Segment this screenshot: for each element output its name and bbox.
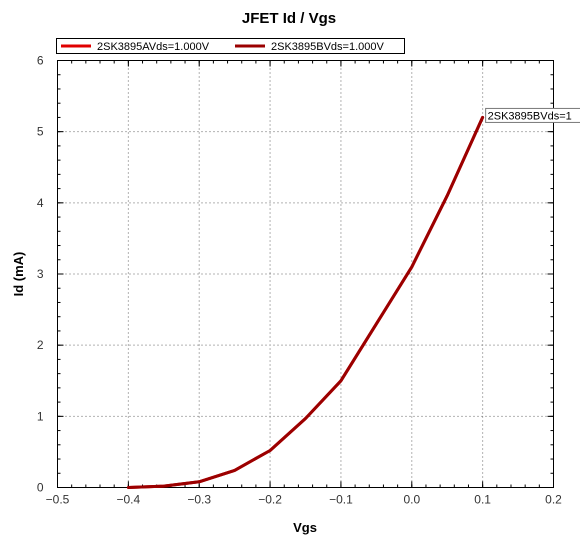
y-tick-label: 2 <box>37 338 44 352</box>
x-tick-label: 0.2 <box>545 493 562 507</box>
x-tick-label: 0.1 <box>474 493 491 507</box>
y-axis-title: Id (mA) <box>11 252 26 297</box>
tooltip-box <box>485 107 580 123</box>
y-tick-label: 1 <box>37 409 44 423</box>
axis-ticks: −0.5 −0.4 −0.3 −0.2 −0.1 0.0 0.1 0.2 0 1 2 3 4 5 6 <box>37 54 562 507</box>
series-line-2 <box>126 115 485 489</box>
y-tick-label: 6 <box>37 54 44 68</box>
series-layer <box>126 115 485 489</box>
data-tooltip: 2SK3895BVds=1 <box>485 107 580 123</box>
y-tick-label: 3 <box>37 267 44 281</box>
legend-box <box>56 38 405 54</box>
x-tick-label: −0.4 <box>117 493 141 507</box>
chart-title: JFET Id / Vgs <box>242 10 336 27</box>
x-tick-label: −0.5 <box>46 493 70 507</box>
legend-label-2: 2SK3895BVds=1.000V <box>271 41 385 53</box>
legend-label-1: 2SK3895AVds=1.000V <box>97 41 210 53</box>
x-tick-label: −0.3 <box>187 493 211 507</box>
x-tick-label: 0.0 <box>403 493 420 507</box>
x-tick-label: −0.2 <box>258 493 282 507</box>
x-tick-label: −0.1 <box>329 493 353 507</box>
y-tick-label: 5 <box>37 125 44 139</box>
x-axis-title: Vgs <box>293 520 317 535</box>
y-tick-label: 4 <box>37 196 44 210</box>
legend: 2SK3895AVds=1.000V 2SK3895BVds=1.000V <box>56 38 405 54</box>
tooltip-text: 2SK3895BVds=1 <box>488 110 572 122</box>
y-tick-label: 0 <box>37 481 44 495</box>
